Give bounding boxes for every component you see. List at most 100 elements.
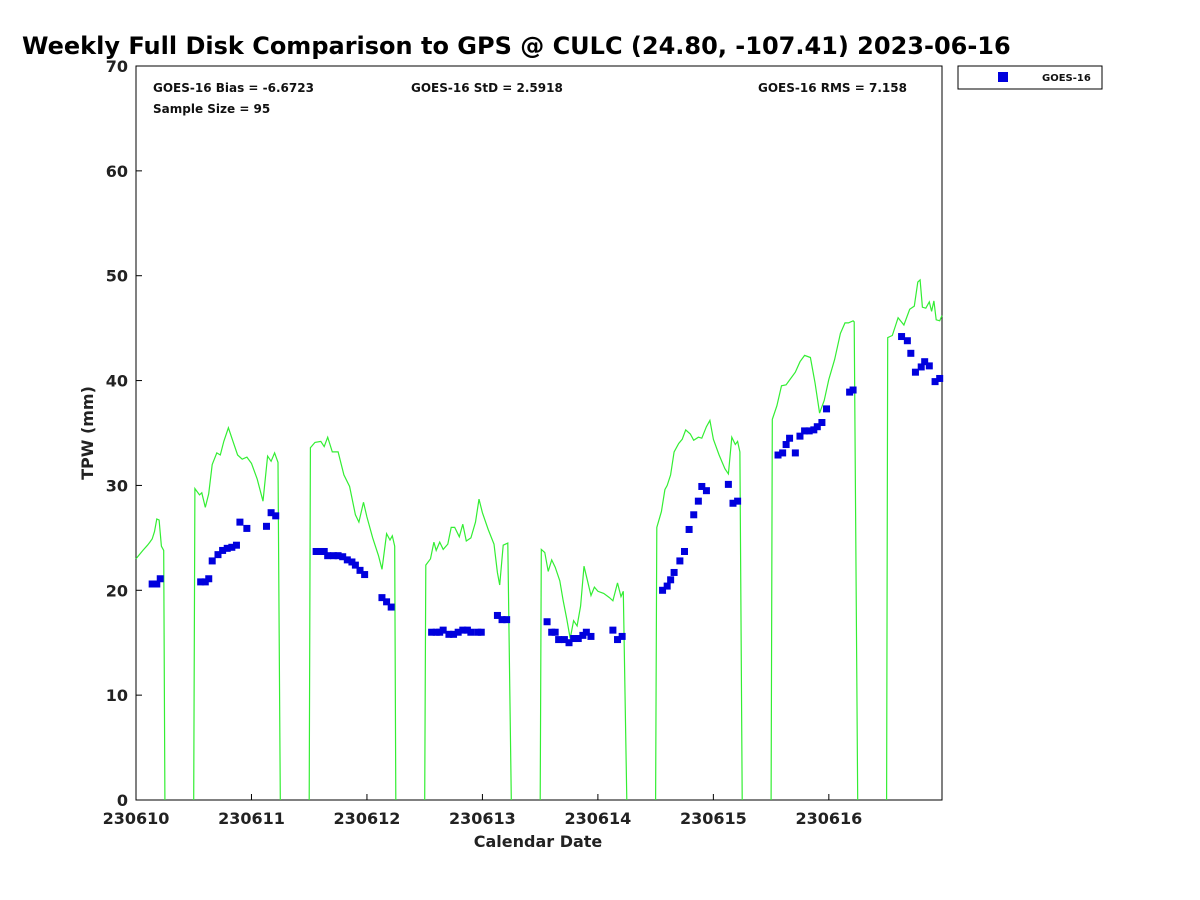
goes-point: [351, 561, 359, 569]
goes-point: [734, 497, 742, 505]
goes-point: [685, 525, 693, 533]
goes-point: [334, 552, 342, 560]
x-tick-label: 230613: [449, 809, 516, 828]
x-tick-label: 230616: [795, 809, 862, 828]
y-tick-label: 20: [106, 581, 128, 600]
goes-point: [801, 427, 809, 435]
y-axis-ticks: 0 10 20 30 40 50 60 70: [106, 57, 142, 810]
x-tick-label: 230614: [564, 809, 631, 828]
goes-point: [503, 616, 511, 624]
goes-point: [267, 509, 275, 517]
goes-point: [223, 544, 231, 552]
x-axis-ticks: 230610 230611 230612 230613 230614 230615 2306…: [103, 794, 862, 828]
goes-point: [898, 333, 906, 341]
goes-point: [931, 378, 939, 386]
goes-point: [232, 541, 240, 549]
gps-line-segment: [654, 418, 743, 801]
goes-point: [582, 628, 590, 636]
goes-point: [667, 576, 675, 584]
goes-point: [454, 628, 462, 636]
goes-point: [694, 497, 702, 505]
goes-point: [565, 639, 573, 647]
goes-point: [312, 547, 320, 555]
goes-point: [907, 349, 915, 357]
goes-point: [609, 626, 617, 634]
legend: GOES-16: [957, 65, 1103, 90]
stat-sample-size: Sample Size = 95: [153, 102, 270, 116]
goes-point: [428, 628, 436, 636]
y-tick-label: 10: [106, 686, 128, 705]
goes-point: [450, 630, 458, 638]
goes-point: [614, 636, 622, 644]
goes-point: [205, 575, 213, 583]
goes-point: [676, 557, 684, 565]
goes-point: [813, 423, 821, 431]
goes-point: [361, 571, 369, 579]
goes-point: [805, 427, 813, 435]
goes-point: [659, 586, 667, 594]
goes-point: [680, 547, 688, 555]
goes-point: [208, 557, 216, 565]
gps-line-segment: [424, 498, 512, 801]
goes-point: [849, 386, 857, 394]
legend-marker-goes-16: [998, 72, 1008, 82]
x-tick-label: 230612: [334, 809, 401, 828]
goes-point: [779, 449, 787, 457]
goes-point: [925, 362, 933, 370]
goes-point: [774, 451, 782, 459]
y-axis-label: TPW (mm): [78, 386, 97, 480]
goes-point: [243, 524, 251, 532]
gps-line-segment: [135, 518, 166, 801]
gps-line-segment: [885, 278, 943, 801]
goes-point: [329, 552, 337, 560]
goes-point: [724, 480, 732, 488]
goes-point: [823, 405, 831, 413]
goes-point: [791, 449, 799, 457]
goes-point: [467, 628, 475, 636]
y-tick-label: 60: [106, 162, 128, 181]
goes-point: [459, 626, 467, 634]
goes-point: [339, 553, 347, 561]
goes-point: [477, 628, 485, 636]
goes-point: [921, 358, 929, 366]
goes-point: [551, 628, 559, 636]
goes-point: [383, 598, 391, 606]
goes-point: [917, 363, 925, 371]
x-tick-label: 230610: [103, 809, 170, 828]
goes-point: [387, 603, 395, 611]
x-tick-label: 230615: [680, 809, 747, 828]
gps-line-segment: [539, 548, 628, 801]
goes-point: [445, 630, 453, 638]
goes-point: [818, 419, 826, 427]
goes-point: [560, 636, 568, 644]
goes-point: [786, 434, 794, 442]
goes-point: [262, 522, 270, 530]
goes-point: [702, 487, 710, 495]
gps-line-segment: [193, 425, 281, 801]
y-tick-label: 30: [106, 476, 128, 495]
goes-point: [663, 582, 671, 590]
goes-point: [153, 580, 161, 588]
goes-point: [782, 441, 790, 449]
goes-point: [343, 556, 351, 564]
goes-point: [439, 626, 447, 634]
goes-point: [911, 368, 919, 376]
goes-point: [570, 635, 578, 643]
goes-point: [228, 543, 236, 551]
goes-point: [156, 575, 164, 583]
goes-point: [498, 616, 506, 624]
y-tick-label: 40: [106, 372, 128, 391]
legend-label-goes-16: GOES-16: [1042, 73, 1091, 84]
goes-point: [543, 618, 551, 626]
goes-point: [670, 568, 678, 576]
stat-std: GOES-16 StD = 2.5918: [411, 81, 563, 95]
goes-point: [555, 636, 563, 644]
goes-point: [796, 432, 804, 440]
goes-point: [219, 546, 227, 554]
x-tick-label: 230611: [218, 809, 285, 828]
goes-point: [698, 482, 706, 490]
goes-point: [324, 552, 332, 560]
goes-point: [493, 611, 501, 619]
gps-lines: [135, 278, 943, 801]
